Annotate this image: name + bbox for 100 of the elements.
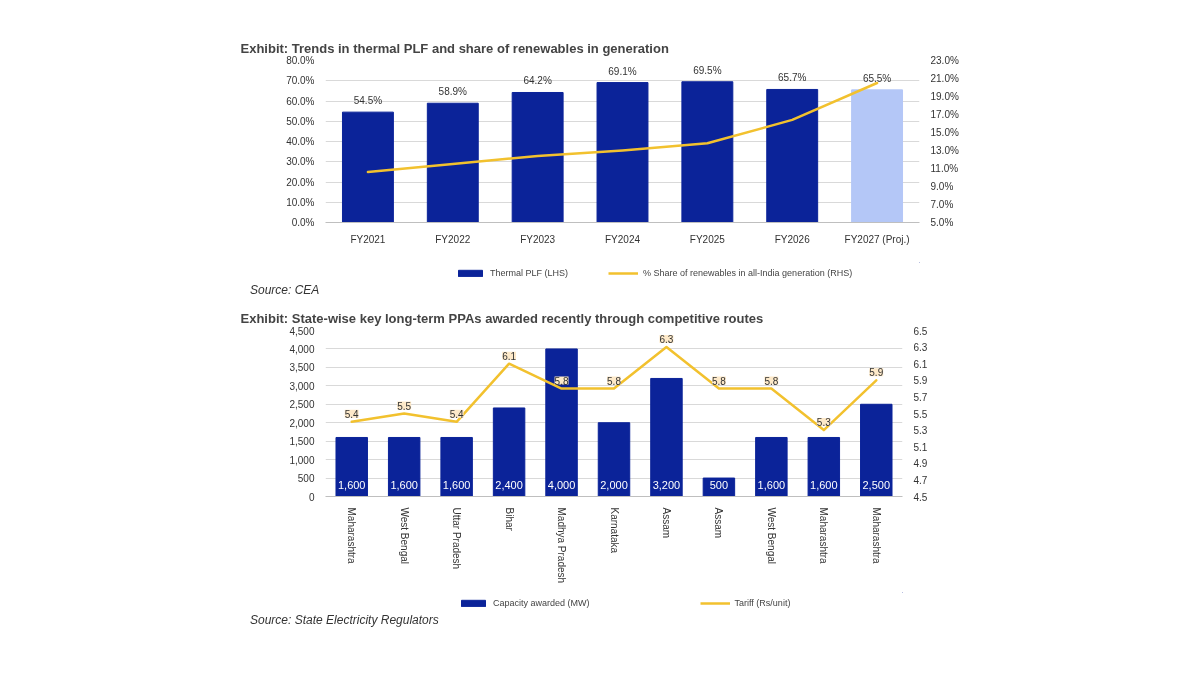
- y-tick-label: 3,500: [289, 362, 315, 374]
- y2-tick-label: 5.3: [913, 425, 928, 437]
- data-label: 3,200: [652, 478, 681, 491]
- x-tick-label: Maharashtra: [818, 507, 830, 565]
- data-label: 5.4: [344, 408, 360, 420]
- data-label: 5.8: [607, 375, 622, 387]
- data-label: 6.3: [659, 334, 674, 346]
- y-tick-label: 1,000: [289, 454, 315, 466]
- bar: [766, 88, 819, 223]
- data-label: 1,600: [337, 478, 366, 491]
- y2-tick-label: 13.0%: [930, 145, 959, 156]
- y-tick-label: 0: [308, 491, 315, 503]
- y-tick-label: 2,500: [289, 399, 315, 411]
- source-note: Source: State Electricity Regulators: [250, 612, 439, 629]
- bar: [440, 436, 473, 497]
- x-tick-label: Bihar: [503, 507, 515, 532]
- y2-tick-label: 9.0%: [930, 181, 954, 192]
- y-tick-label: 30.0%: [286, 156, 315, 168]
- y2-tick-label: 23.0%: [930, 55, 959, 66]
- y2-tick-label: 21.0%: [930, 73, 959, 84]
- x-tick-label: FY2026: [774, 233, 811, 245]
- y2-tick-label: 6.3: [913, 342, 928, 354]
- bar: [387, 436, 421, 497]
- data-label: 69.1%: [608, 65, 637, 77]
- data-label: 2,000: [600, 478, 628, 491]
- data-label: 500: [709, 478, 729, 491]
- y-tick-label: 4,000: [289, 343, 315, 355]
- legend-label: Tariff (Rs/unit): [734, 597, 791, 609]
- x-tick-label: West Bengal: [765, 507, 777, 565]
- y2-tick-label: 5.7: [913, 391, 928, 403]
- bar: [860, 403, 893, 497]
- y2-tick-label: 5.5: [913, 408, 928, 420]
- data-label: 5.3: [816, 417, 832, 429]
- y2-tick-label: 5.1: [913, 441, 928, 453]
- data-label: 1,600: [442, 478, 471, 491]
- data-label: 5.4: [449, 408, 465, 420]
- bar: [755, 436, 788, 497]
- data-label: 1,600: [810, 478, 838, 491]
- bar: [341, 111, 394, 223]
- bar: [650, 377, 683, 497]
- x-tick-label: FY2024: [604, 233, 641, 245]
- bar: [851, 89, 904, 223]
- chart-title: Exhibit: Trends in thermal PLF and share of renewables in generation: [240, 40, 669, 56]
- legend-label: Capacity awarded (MW): [493, 597, 590, 609]
- y2-tick-label: 17.0%: [930, 109, 959, 120]
- bar: [596, 82, 649, 223]
- data-label: 5.8: [764, 375, 779, 387]
- y-tick-label: 60.0%: [286, 95, 315, 107]
- data-label: 5.8: [554, 375, 569, 387]
- x-tick-label: Assam: [713, 507, 725, 539]
- y2-tick-label: 5.0%: [930, 217, 954, 228]
- bar: [492, 407, 526, 497]
- legend-label: % Share of renewables in all-India generation (RHS): [643, 267, 853, 279]
- data-label: 1,600: [757, 478, 786, 491]
- y2-tick-label: 11.0%: [930, 163, 959, 174]
- data-label: 5.9: [869, 367, 884, 379]
- x-tick-label: Karnataka: [608, 507, 620, 554]
- bar: [807, 436, 841, 497]
- y2-tick-label: 4.7: [913, 474, 928, 486]
- x-tick-label: Maharashtra: [346, 507, 358, 565]
- bar: [597, 422, 631, 497]
- data-label: 4,000: [547, 478, 576, 491]
- x-tick-label: Uttar Pradesh: [451, 507, 463, 570]
- data-label: 5.8: [711, 375, 727, 387]
- y-tick-label: 500: [297, 473, 315, 485]
- data-label: 65.7%: [778, 72, 807, 84]
- bar: [681, 81, 734, 223]
- x-tick-label: FY2025: [689, 233, 726, 245]
- data-label: 65.5%: [862, 72, 892, 84]
- x-tick-label: FY2021: [350, 233, 386, 245]
- y2-tick-label: 5.9: [913, 375, 928, 387]
- y-tick-label: 20.0%: [286, 176, 315, 188]
- y2-tick-label: 4.5: [913, 491, 928, 503]
- x-tick-label: West Bengal: [398, 507, 410, 565]
- y2-tick-label: 4.9: [913, 458, 928, 470]
- x-tick-label: Maharashtra: [870, 507, 882, 565]
- x-tick-label: FY2022: [435, 233, 471, 245]
- y-tick-label: 4,500: [289, 325, 315, 337]
- data-label: 1,600: [390, 478, 418, 491]
- x-tick-label: FY2027 (Proj.): [844, 233, 910, 245]
- chart-title: Exhibit: State-wise key long-term PPAs awarded recently through competitive routes: [240, 310, 764, 326]
- data-label: 6.1: [502, 350, 517, 362]
- x-tick-label: FY2023: [520, 233, 556, 245]
- y-tick-label: 80.0%: [286, 55, 315, 66]
- x-tick-label: Madhya Pradesh: [556, 507, 568, 584]
- y2-tick-label: 19.0%: [930, 91, 959, 102]
- source-note: Source: CEA: [250, 282, 320, 299]
- x-tick-label: Assam: [660, 507, 672, 539]
- data-label: 64.2%: [523, 75, 552, 87]
- y-tick-label: 50.0%: [286, 115, 315, 127]
- y2-tick-label: 15.0%: [930, 127, 959, 138]
- y-tick-label: 70.0%: [286, 75, 315, 87]
- bar: [545, 348, 578, 497]
- y-tick-label: 3,000: [289, 380, 315, 392]
- data-label: 2,400: [495, 478, 523, 491]
- y-tick-label: 10.0%: [286, 196, 315, 208]
- y-tick-label: 1,500: [289, 436, 315, 448]
- y2-tick-label: 6.5: [913, 325, 928, 337]
- data-label: 69.5%: [693, 64, 722, 76]
- y2-tick-label: 7.0%: [930, 199, 954, 210]
